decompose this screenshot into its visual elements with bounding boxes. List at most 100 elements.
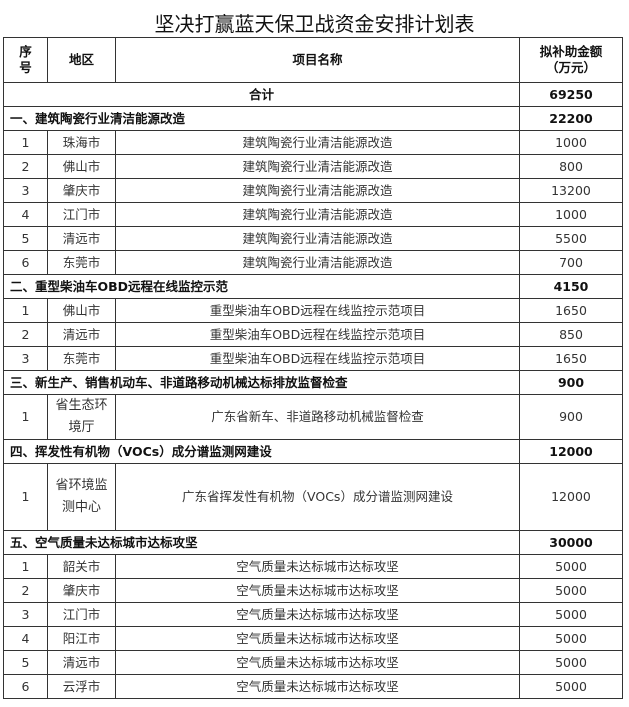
row-region: 东莞市 [47, 346, 116, 371]
row-number: 4 [3, 202, 48, 227]
row-project: 建筑陶瓷行业清洁能源改造 [115, 154, 520, 179]
section-amount: 22200 [519, 106, 623, 131]
row-number: 1 [3, 394, 48, 440]
row-region: 肇庆市 [47, 578, 116, 603]
total-row: 合计 69250 [3, 82, 623, 107]
row-region: 江门市 [47, 602, 116, 627]
row-project: 建筑陶瓷行业清洁能源改造 [115, 130, 520, 155]
table-row: 2 清远市 重型柴油车OBD远程在线监控示范项目 850 [3, 322, 623, 347]
row-amount: 5000 [519, 578, 623, 603]
table-row: 1 省生态环境厅 广东省新车、非道路移动机械监督检查 900 [3, 394, 623, 440]
row-number: 1 [3, 463, 48, 531]
section-amount: 4150 [519, 274, 623, 299]
total-amount: 69250 [519, 82, 623, 107]
row-project: 重型柴油车OBD远程在线监控示范项目 [115, 322, 520, 347]
table-row: 5 清远市 空气质量未达标城市达标攻坚 5000 [3, 650, 623, 675]
row-amount: 5000 [519, 650, 623, 675]
row-region: 佛山市 [47, 298, 116, 323]
table-row: 2 佛山市 建筑陶瓷行业清洁能源改造 800 [3, 154, 623, 179]
section-title: 三、新生产、销售机动车、非道路移动机械达标排放监督检查 [3, 370, 520, 395]
row-number: 5 [3, 650, 48, 675]
row-region: 肇庆市 [47, 178, 116, 203]
row-number: 3 [3, 602, 48, 627]
row-amount: 1650 [519, 298, 623, 323]
row-number: 1 [3, 130, 48, 155]
row-amount: 12000 [519, 463, 623, 531]
header-no: 序号 [3, 37, 48, 83]
row-amount: 1000 [519, 130, 623, 155]
table-row: 6 云浮市 空气质量未达标城市达标攻坚 5000 [3, 674, 623, 699]
row-region: 江门市 [47, 202, 116, 227]
row-number: 5 [3, 226, 48, 251]
row-project: 广东省新车、非道路移动机械监督检查 [115, 394, 520, 440]
section-title: 一、建筑陶瓷行业清洁能源改造 [3, 106, 520, 131]
row-project: 空气质量未达标城市达标攻坚 [115, 674, 520, 699]
row-number: 4 [3, 626, 48, 651]
section-title: 四、挥发性有机物（VOCs）成分谱监测网建设 [3, 439, 520, 464]
row-number: 6 [3, 674, 48, 699]
row-region: 东莞市 [47, 250, 116, 275]
row-amount: 900 [519, 394, 623, 440]
row-project: 广东省挥发性有机物（VOCs）成分谱监测网建设 [115, 463, 520, 531]
page-title: 坚决打赢蓝天保卫战资金安排计划表 [154, 12, 475, 36]
row-amount: 1650 [519, 346, 623, 371]
row-region: 省生态环境厅 [47, 394, 116, 440]
total-label: 合计 [3, 82, 520, 107]
row-project: 重型柴油车OBD远程在线监控示范项目 [115, 346, 520, 371]
section-title: 二、重型柴油车OBD远程在线监控示范 [3, 274, 520, 299]
row-project: 空气质量未达标城市达标攻坚 [115, 626, 520, 651]
row-number: 3 [3, 178, 48, 203]
table-row: 2 肇庆市 空气质量未达标城市达标攻坚 5000 [3, 578, 623, 603]
table-row: 4 江门市 建筑陶瓷行业清洁能源改造 1000 [3, 202, 623, 227]
table-row: 4 阳江市 空气质量未达标城市达标攻坚 5000 [3, 626, 623, 651]
row-number: 2 [3, 154, 48, 179]
row-amount: 5000 [519, 602, 623, 627]
row-amount: 700 [519, 250, 623, 275]
row-project: 空气质量未达标城市达标攻坚 [115, 650, 520, 675]
header-amount-unit: （万元） [545, 60, 596, 75]
header-amount: 拟补助金额 （万元） [519, 37, 623, 83]
row-project: 空气质量未达标城市达标攻坚 [115, 602, 520, 627]
row-number: 2 [3, 322, 48, 347]
row-number: 2 [3, 578, 48, 603]
table-row: 3 江门市 空气质量未达标城市达标攻坚 5000 [3, 602, 623, 627]
row-project: 建筑陶瓷行业清洁能源改造 [115, 250, 520, 275]
row-project: 建筑陶瓷行业清洁能源改造 [115, 226, 520, 251]
row-amount: 5000 [519, 554, 623, 579]
row-amount: 5500 [519, 226, 623, 251]
table-row: 1 省环境监测中心 广东省挥发性有机物（VOCs）成分谱监测网建设 12000 [3, 463, 623, 531]
table-row: 6 东莞市 建筑陶瓷行业清洁能源改造 700 [3, 250, 623, 275]
row-project: 建筑陶瓷行业清洁能源改造 [115, 178, 520, 203]
row-region: 清远市 [47, 226, 116, 251]
table-row: 1 珠海市 建筑陶瓷行业清洁能源改造 1000 [3, 130, 623, 155]
row-amount: 800 [519, 154, 623, 179]
table-row: 1 韶关市 空气质量未达标城市达标攻坚 5000 [3, 554, 623, 579]
section-row: 三、新生产、销售机动车、非道路移动机械达标排放监督检查 900 [3, 370, 623, 395]
row-amount: 5000 [519, 674, 623, 699]
section-row: 一、建筑陶瓷行业清洁能源改造 22200 [3, 106, 623, 131]
table-row: 3 东莞市 重型柴油车OBD远程在线监控示范项目 1650 [3, 346, 623, 371]
table-row: 5 清远市 建筑陶瓷行业清洁能源改造 5500 [3, 226, 623, 251]
funding-table: 序号 地区 项目名称 拟补助金额 （万元） 合计 69250 一、建筑陶瓷行业清… [3, 37, 623, 699]
section-row: 四、挥发性有机物（VOCs）成分谱监测网建设 12000 [3, 439, 623, 464]
section-row: 二、重型柴油车OBD远程在线监控示范 4150 [3, 274, 623, 299]
table-row: 1 佛山市 重型柴油车OBD远程在线监控示范项目 1650 [3, 298, 623, 323]
row-project: 重型柴油车OBD远程在线监控示范项目 [115, 298, 520, 323]
row-region: 清远市 [47, 322, 116, 347]
row-region: 云浮市 [47, 674, 116, 699]
table-row: 3 肇庆市 建筑陶瓷行业清洁能源改造 13200 [3, 178, 623, 203]
row-number: 6 [3, 250, 48, 275]
row-amount: 850 [519, 322, 623, 347]
row-amount: 5000 [519, 626, 623, 651]
row-region: 清远市 [47, 650, 116, 675]
row-project: 空气质量未达标城市达标攻坚 [115, 578, 520, 603]
header-region: 地区 [47, 37, 116, 83]
section-row: 五、空气质量未达标城市达标攻坚 30000 [3, 530, 623, 555]
row-project: 空气质量未达标城市达标攻坚 [115, 554, 520, 579]
section-amount: 900 [519, 370, 623, 395]
row-region: 省环境监测中心 [47, 463, 116, 531]
section-amount: 12000 [519, 439, 623, 464]
row-project: 建筑陶瓷行业清洁能源改造 [115, 202, 520, 227]
row-amount: 13200 [519, 178, 623, 203]
section-amount: 30000 [519, 530, 623, 555]
